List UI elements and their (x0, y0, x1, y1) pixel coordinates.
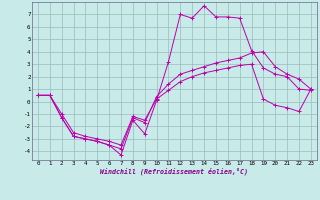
X-axis label: Windchill (Refroidissement éolien,°C): Windchill (Refroidissement éolien,°C) (100, 168, 248, 175)
